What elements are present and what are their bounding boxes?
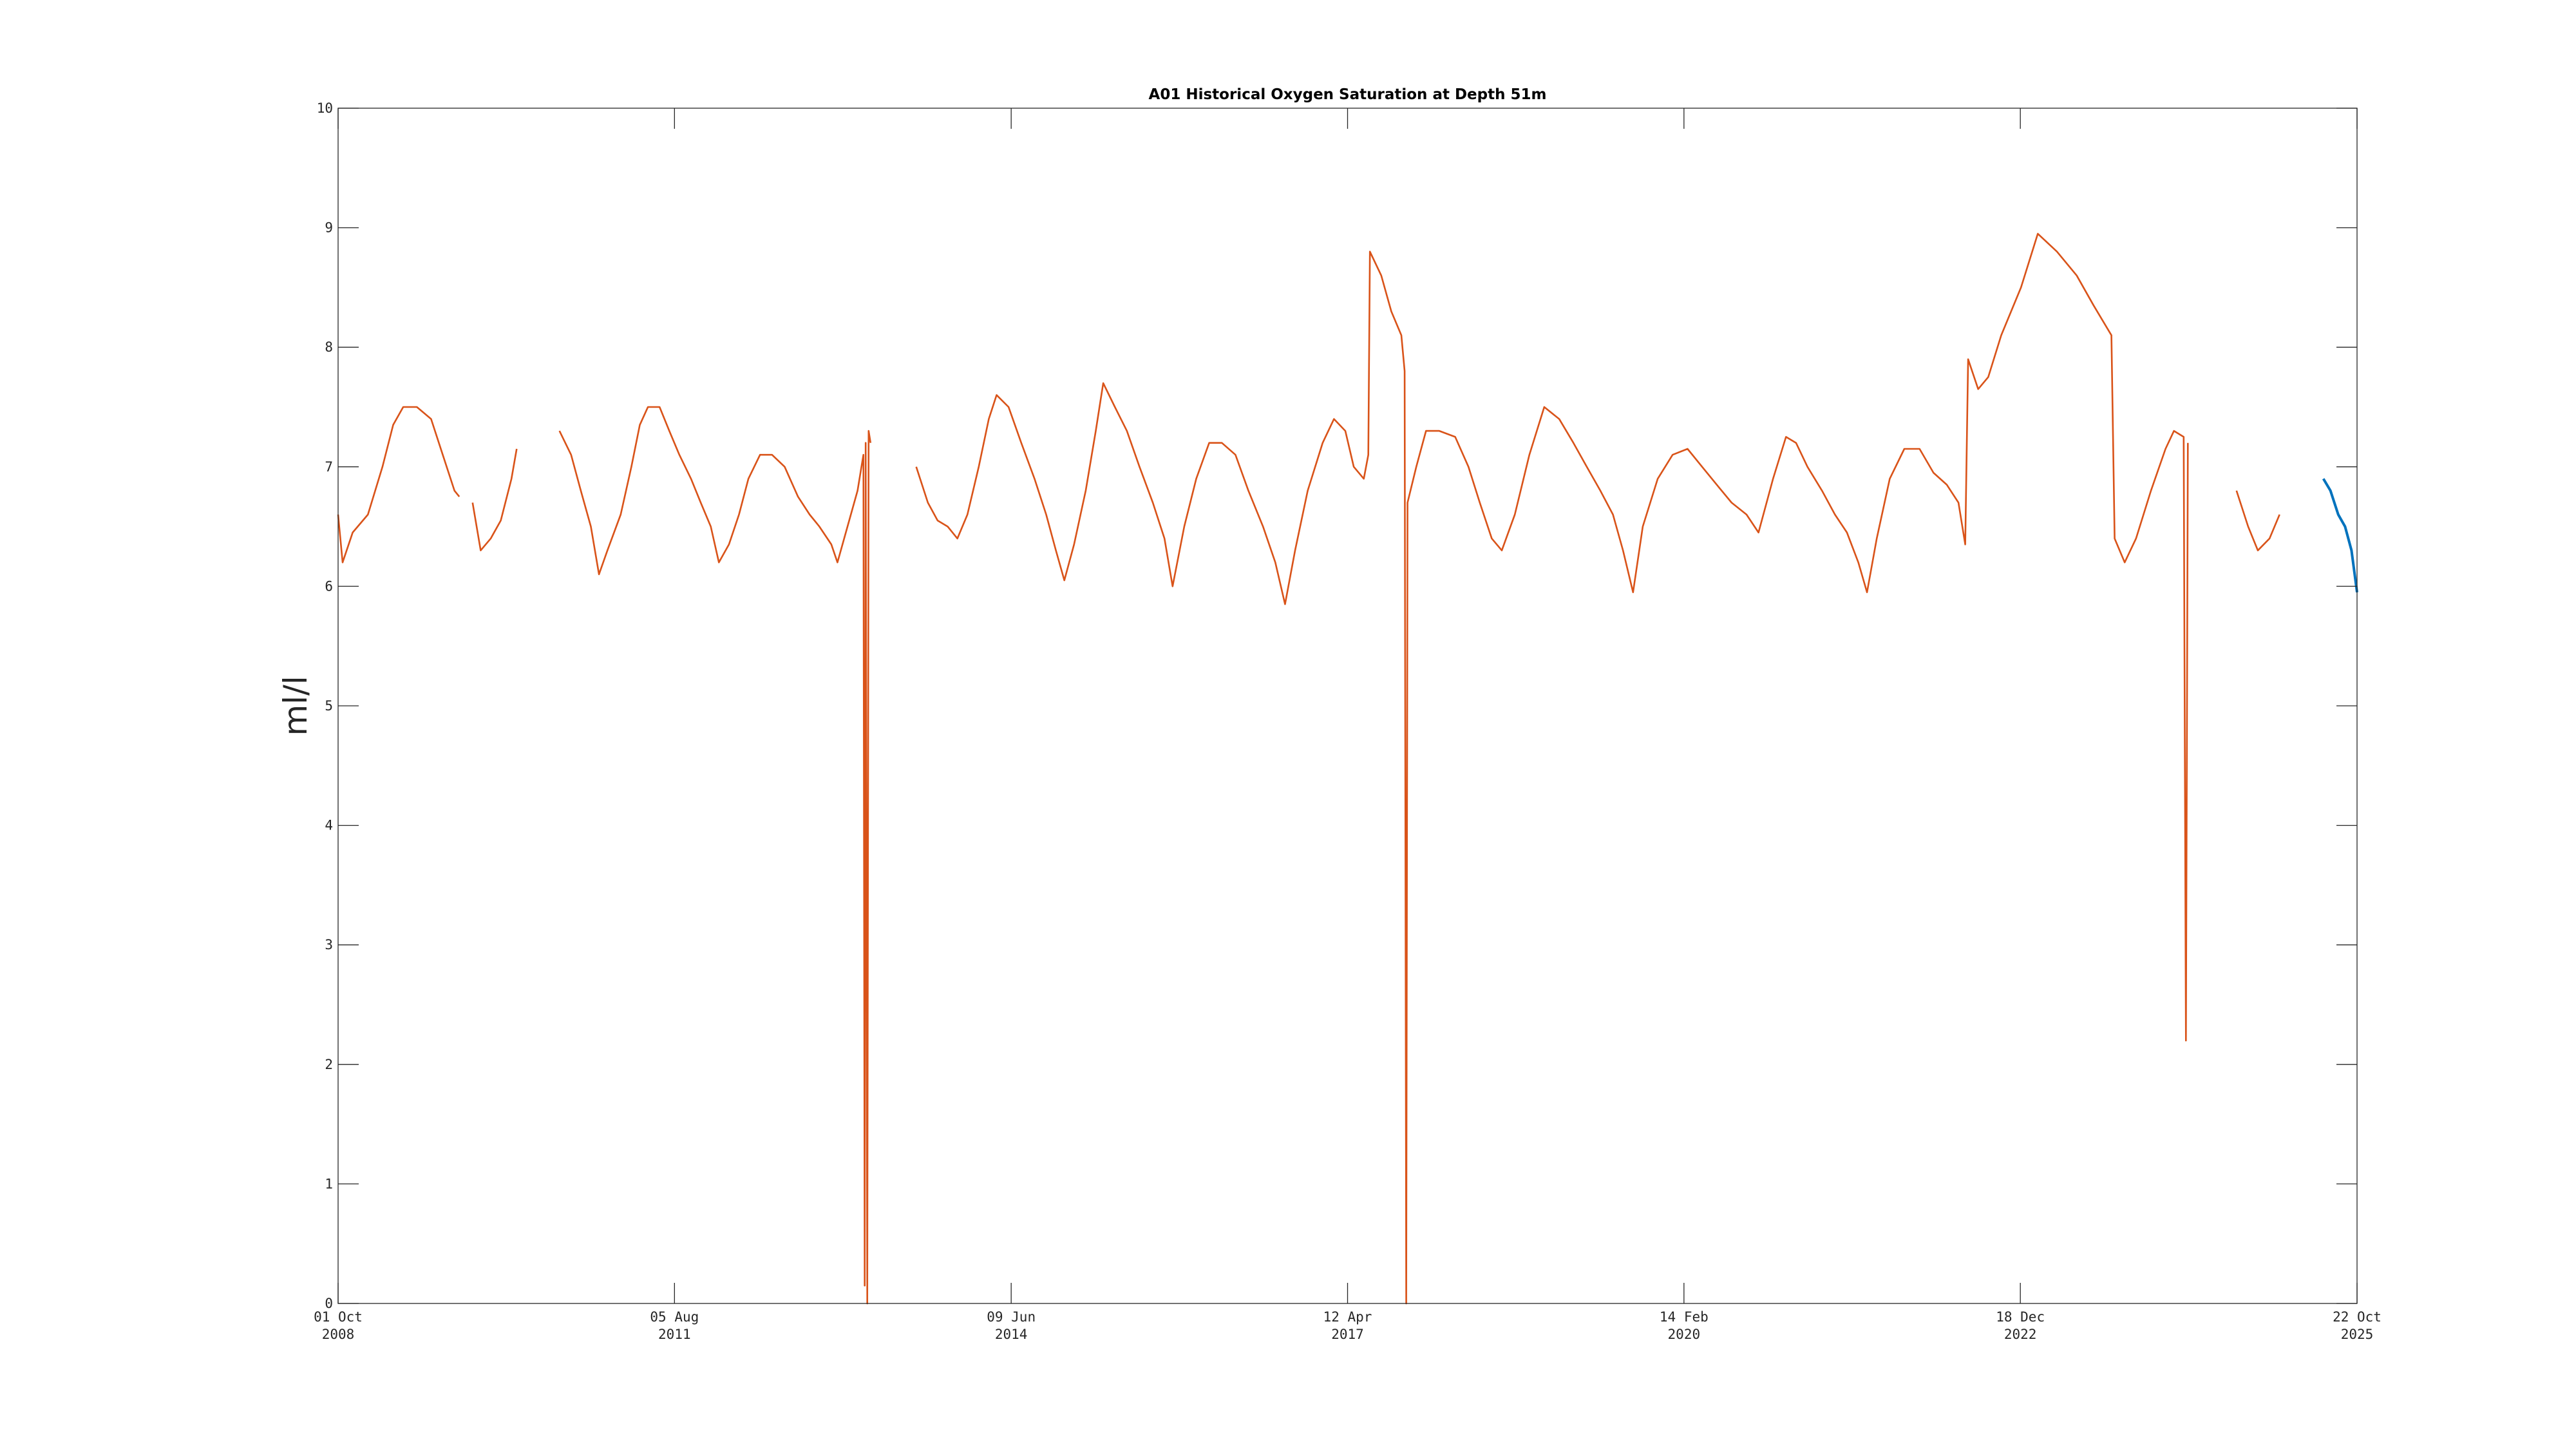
y-tick-label: 6 <box>325 578 333 594</box>
series-1-segment-5 <box>2235 490 2280 552</box>
x-tick-label-day-month: 01 Oct <box>314 1309 363 1325</box>
axes-layer: 0 1 2 3 4 5 6 7 8 9 10 01 Oct 2008 05 Aug 2011 09 Jun 20… <box>314 100 2382 1342</box>
x-tick-label-day-month: 22 Oct <box>2333 1309 2382 1325</box>
x-tick-label-year: 2022 <box>2004 1327 2037 1342</box>
x-tick-label-day-month: 09 Jun <box>987 1309 1036 1325</box>
series-1-segment-1 <box>337 406 460 564</box>
y-tick-label: 2 <box>325 1057 333 1072</box>
x-tick-label-day-month: 05 Aug <box>650 1309 699 1325</box>
y-tick-label: 5 <box>325 698 333 714</box>
y-tick-label: 3 <box>325 937 333 952</box>
chart-title: A01 Historical Oxygen Saturation at Dept… <box>1149 86 1547 103</box>
x-tick-label-year: 2014 <box>995 1327 1028 1342</box>
x-tick-label-year: 2008 <box>322 1327 355 1342</box>
y-tick-label: 4 <box>325 818 333 833</box>
x-tick-label-year: 2025 <box>2341 1327 2374 1342</box>
y-axis-label: ml/l <box>277 676 314 735</box>
y-tick-label: 7 <box>325 459 333 475</box>
series-layer <box>337 232 2358 1305</box>
y-tick-label: 10 <box>317 100 333 116</box>
y-tick-label: 1 <box>325 1176 333 1191</box>
x-tick-label-year: 2011 <box>658 1327 691 1342</box>
series-1-segment-3 <box>558 406 872 1305</box>
y-tick-label: 9 <box>325 220 333 236</box>
series-1-segment-4 <box>915 232 2189 1305</box>
x-tick-label-day-month: 12 Apr <box>1323 1309 1372 1325</box>
x-tick-label-year: 2020 <box>1668 1327 1701 1342</box>
series-2-segment-1 <box>2322 478 2358 592</box>
x-tick-label-day-month: 14 Feb <box>1660 1309 1709 1325</box>
x-tick-label-day-month: 18 Dec <box>1996 1309 2045 1325</box>
y-tick-label: 0 <box>325 1296 333 1311</box>
series-1-segment-2 <box>471 448 518 552</box>
y-tick-label: 8 <box>325 339 333 355</box>
x-tick-label-year: 2017 <box>1331 1327 1364 1342</box>
